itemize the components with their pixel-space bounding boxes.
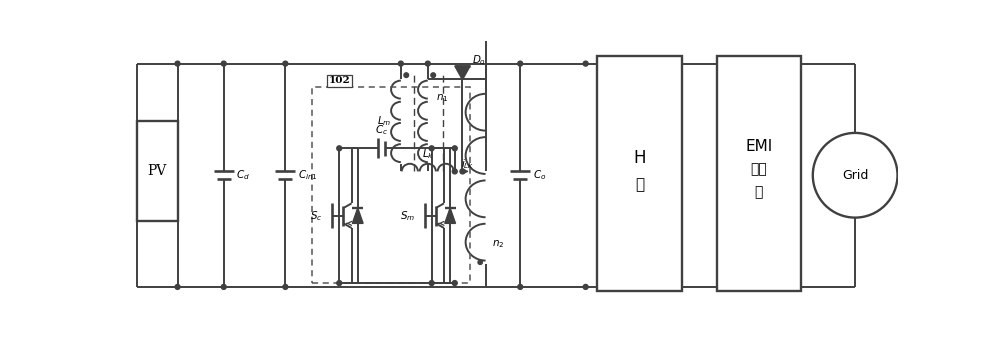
Text: $i_{Lk}$: $i_{Lk}$ bbox=[461, 158, 474, 171]
Text: $n_1$: $n_1$ bbox=[436, 92, 448, 104]
Text: $S_m$: $S_m$ bbox=[400, 209, 415, 223]
Circle shape bbox=[337, 281, 342, 286]
Text: $C_d$: $C_d$ bbox=[236, 168, 250, 182]
Circle shape bbox=[337, 146, 342, 151]
Circle shape bbox=[221, 61, 226, 66]
Text: $S_c$: $S_c$ bbox=[310, 209, 322, 223]
Text: $n_2$: $n_2$ bbox=[492, 239, 505, 250]
Text: $C_c$: $C_c$ bbox=[375, 123, 388, 137]
Circle shape bbox=[583, 284, 588, 289]
Circle shape bbox=[478, 260, 482, 265]
Polygon shape bbox=[455, 66, 470, 80]
Text: $C_o$: $C_o$ bbox=[533, 168, 546, 182]
Circle shape bbox=[221, 284, 226, 289]
Text: $C_{in1}$: $C_{in1}$ bbox=[298, 168, 318, 182]
Bar bbox=[312, 87, 470, 283]
Circle shape bbox=[283, 284, 288, 289]
Circle shape bbox=[813, 133, 898, 218]
Circle shape bbox=[283, 61, 288, 66]
Polygon shape bbox=[445, 208, 456, 223]
Circle shape bbox=[452, 169, 457, 174]
Circle shape bbox=[175, 61, 180, 66]
Text: 滤波: 滤波 bbox=[751, 162, 767, 176]
Circle shape bbox=[398, 61, 403, 66]
Circle shape bbox=[431, 73, 436, 77]
Text: H: H bbox=[633, 149, 646, 167]
Circle shape bbox=[583, 61, 588, 66]
Circle shape bbox=[452, 146, 457, 151]
Text: EMI: EMI bbox=[745, 139, 773, 154]
Text: 器: 器 bbox=[755, 185, 763, 200]
Bar bbox=[717, 56, 801, 291]
Circle shape bbox=[175, 284, 180, 289]
Circle shape bbox=[429, 146, 434, 151]
Circle shape bbox=[452, 281, 457, 286]
Text: PV: PV bbox=[148, 164, 167, 179]
Circle shape bbox=[425, 61, 430, 66]
Text: 桥: 桥 bbox=[635, 178, 644, 192]
Bar bbox=[597, 56, 682, 291]
Circle shape bbox=[518, 284, 523, 289]
Circle shape bbox=[460, 169, 465, 174]
Text: $D_o$: $D_o$ bbox=[472, 53, 486, 67]
Circle shape bbox=[404, 73, 409, 77]
Text: Grid: Grid bbox=[842, 169, 868, 182]
Polygon shape bbox=[352, 208, 363, 223]
Circle shape bbox=[518, 61, 523, 66]
Text: 102: 102 bbox=[328, 76, 350, 85]
Circle shape bbox=[429, 281, 434, 286]
Text: $L_k$: $L_k$ bbox=[422, 148, 434, 161]
Text: $L_m$: $L_m$ bbox=[377, 115, 392, 128]
Bar bbox=[137, 121, 178, 222]
